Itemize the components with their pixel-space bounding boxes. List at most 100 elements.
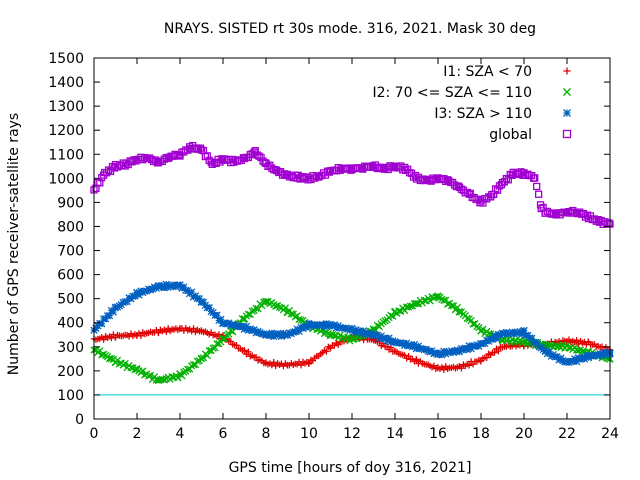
marker-stroke	[187, 288, 196, 296]
marker-stroke	[493, 186, 502, 194]
marker-stroke	[533, 182, 541, 191]
series-marker	[98, 320, 106, 328]
series-marker	[545, 348, 554, 356]
series-marker	[438, 351, 446, 359]
series-marker	[533, 182, 541, 191]
series-marker	[330, 321, 339, 329]
series-marker	[139, 156, 147, 164]
series-marker	[171, 150, 179, 159]
marker-stroke	[311, 174, 319, 182]
marker-stroke	[481, 339, 489, 348]
y-tick-label: 1400	[48, 75, 84, 91]
series-marker	[240, 154, 249, 163]
series-marker	[131, 292, 139, 300]
series-marker	[492, 334, 501, 343]
series-marker	[229, 328, 237, 336]
y-tick-label: 200	[57, 364, 84, 380]
legend-label: I3: SZA > 110	[434, 106, 532, 122]
marker-stroke	[240, 154, 249, 163]
series-marker	[469, 320, 477, 328]
series-marker	[270, 359, 277, 366]
marker-stroke	[242, 322, 251, 330]
marker-stroke	[445, 177, 453, 185]
series-marker	[553, 352, 561, 361]
series-marker	[199, 298, 208, 306]
series-marker	[248, 307, 256, 315]
marker-stroke	[273, 166, 281, 175]
series-marker	[215, 331, 223, 338]
series-marker	[320, 322, 329, 331]
marker-stroke	[245, 348, 252, 356]
series-marker	[139, 367, 147, 375]
marker-stroke	[190, 325, 197, 332]
series-marker	[534, 190, 543, 198]
series-marker	[268, 329, 276, 337]
series-marker	[524, 170, 532, 178]
series-marker	[255, 152, 263, 160]
series-marker	[113, 356, 122, 364]
series-marker	[201, 152, 210, 161]
series-marker	[397, 162, 405, 170]
marker-stroke	[160, 155, 168, 163]
series-marker	[590, 352, 598, 360]
series-marker	[336, 323, 344, 332]
series-marker	[493, 186, 502, 194]
marker-stroke	[184, 287, 192, 295]
marker-stroke	[201, 152, 210, 161]
marker-stroke	[295, 327, 303, 336]
y-tick-label: 1100	[48, 147, 84, 163]
series-marker	[212, 159, 220, 167]
marker-stroke	[303, 323, 311, 332]
marker-stroke	[429, 174, 437, 182]
series-marker	[440, 366, 448, 373]
series-marker	[395, 307, 403, 315]
series-marker	[413, 356, 420, 364]
marker-stroke	[171, 150, 179, 159]
marker-stroke	[121, 359, 129, 368]
series-marker	[586, 352, 595, 360]
marker-stroke	[573, 357, 581, 366]
series-marker	[545, 341, 554, 349]
series-marker	[105, 311, 114, 320]
marker-stroke	[139, 156, 147, 164]
marker-stroke	[418, 345, 426, 353]
marker-stroke	[255, 152, 263, 160]
x-tick-label: 10	[300, 426, 318, 442]
marker-stroke	[176, 152, 184, 160]
marker-stroke	[535, 343, 544, 351]
marker-stroke	[199, 298, 208, 306]
series-marker	[297, 316, 305, 324]
series-marker	[348, 324, 356, 333]
series-marker	[213, 311, 221, 319]
marker-stroke	[407, 169, 416, 177]
marker-stroke	[483, 195, 491, 203]
marker-stroke	[203, 152, 211, 160]
marker-stroke	[180, 368, 188, 376]
series-marker	[113, 163, 122, 171]
series-marker	[451, 347, 460, 355]
series-marker	[576, 208, 584, 216]
marker-stroke	[96, 179, 104, 187]
series-marker	[479, 199, 487, 207]
marker-stroke	[330, 331, 339, 340]
marker-stroke	[109, 308, 118, 316]
marker-stroke	[418, 175, 426, 183]
marker-stroke	[562, 129, 572, 139]
marker-stroke	[268, 329, 276, 337]
marker-stroke	[215, 331, 223, 338]
legend-label: global	[489, 127, 532, 143]
series-marker	[180, 148, 188, 156]
series-marker	[250, 326, 258, 334]
series-marker	[520, 326, 528, 335]
series-marker	[251, 147, 259, 155]
marker-stroke	[131, 292, 139, 300]
marker-stroke	[465, 342, 473, 350]
legend-label: I2: 70 <= SZA <= 110	[372, 85, 532, 101]
marker-stroke	[438, 351, 446, 359]
series-marker	[531, 174, 539, 182]
series-marker	[386, 162, 394, 170]
marker-stroke	[563, 88, 571, 96]
series-marker	[277, 332, 286, 340]
marker-stroke	[547, 210, 555, 218]
plot-area-frame	[93, 57, 611, 420]
